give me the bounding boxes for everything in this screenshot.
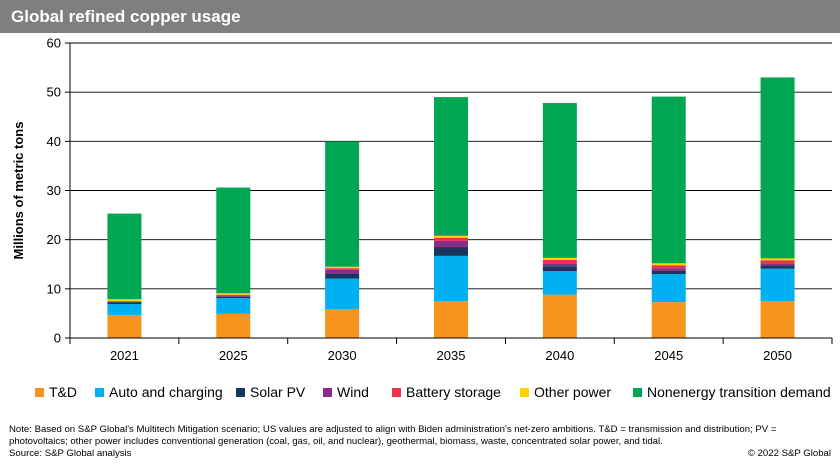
legend-label: Solar PV bbox=[250, 384, 306, 400]
legend-label: T&D bbox=[49, 384, 77, 400]
bar-segment bbox=[651, 265, 686, 269]
x-tick-label: 2030 bbox=[328, 348, 357, 363]
legend-item: Battery storage bbox=[392, 384, 501, 400]
bar-segment bbox=[434, 237, 468, 241]
y-axis-label: Millions of metric tons bbox=[11, 122, 26, 260]
bar-segment bbox=[651, 270, 686, 275]
legend-item: Wind bbox=[323, 384, 369, 400]
bar-segment bbox=[325, 308, 360, 338]
bar-segment bbox=[434, 301, 468, 338]
bar-segment bbox=[760, 263, 795, 266]
x-tick-label: 2050 bbox=[763, 348, 792, 363]
legend-label: Other power bbox=[534, 384, 612, 400]
bar-segment bbox=[542, 259, 577, 264]
x-tick-label: 2021 bbox=[110, 348, 139, 363]
legend-item: Auto and charging bbox=[95, 384, 223, 400]
y-tick-label: 0 bbox=[54, 331, 61, 346]
x-tick-label: 2040 bbox=[545, 348, 574, 363]
bar-segment bbox=[542, 263, 577, 267]
x-tick-label: 2045 bbox=[654, 348, 683, 363]
legend-item: Other power bbox=[520, 384, 611, 400]
legend-swatch bbox=[633, 387, 642, 397]
bar-segment bbox=[651, 268, 686, 271]
bar-segment bbox=[325, 266, 360, 269]
bar-segment bbox=[651, 302, 686, 338]
legend-item: Solar PV bbox=[236, 384, 305, 400]
x-tick-label: 2025 bbox=[219, 348, 248, 363]
bar-segment bbox=[216, 296, 251, 299]
bar-segment bbox=[542, 102, 577, 258]
legend-swatch bbox=[323, 387, 332, 397]
bar-segment bbox=[651, 274, 686, 303]
bars bbox=[107, 77, 795, 338]
bar-segment bbox=[216, 313, 251, 338]
bar-segment bbox=[434, 97, 468, 236]
y-tick-label: 10 bbox=[47, 281, 61, 296]
y-tick-label: 50 bbox=[47, 85, 61, 100]
legend-swatch bbox=[236, 387, 245, 397]
bar-segment bbox=[434, 247, 468, 256]
bar-segment bbox=[760, 265, 795, 269]
legend-item: Nonenergy transition demand bbox=[633, 384, 831, 400]
bar-segment bbox=[216, 293, 251, 295]
legend-label: Nonenergy transition demand bbox=[647, 384, 831, 400]
copyright: © 2022 S&P Global bbox=[747, 448, 831, 459]
bar-segment bbox=[107, 213, 142, 300]
y-tick-label: 30 bbox=[47, 183, 61, 198]
legend-swatch bbox=[35, 387, 44, 397]
legend-label: Battery storage bbox=[406, 384, 501, 400]
legend-item: T&D bbox=[35, 384, 77, 400]
y-tick-label: 60 bbox=[47, 36, 61, 51]
bar-segment bbox=[107, 299, 142, 302]
bar-segment bbox=[434, 255, 468, 302]
legend-swatch bbox=[95, 387, 104, 397]
bar-segment bbox=[325, 278, 360, 309]
bar-segment bbox=[760, 258, 795, 261]
y-tick-label: 20 bbox=[47, 232, 61, 247]
bar-segment bbox=[760, 268, 795, 302]
bar-segment bbox=[325, 141, 360, 267]
bar-segment bbox=[651, 96, 686, 264]
bar-segment bbox=[434, 240, 468, 248]
bar-segment bbox=[434, 235, 468, 238]
legend-label: Auto and charging bbox=[109, 384, 223, 400]
y-tick-label: 40 bbox=[47, 134, 61, 149]
bar-segment bbox=[107, 314, 142, 338]
bar-segment bbox=[325, 269, 360, 274]
source-note: Source: S&P Global analysis bbox=[9, 448, 132, 459]
bar-segment bbox=[760, 301, 795, 338]
bar-segment bbox=[325, 273, 360, 279]
bar-segment bbox=[760, 260, 795, 264]
legend-swatch bbox=[520, 387, 529, 397]
bar-segment bbox=[651, 263, 686, 266]
bar-segment bbox=[216, 187, 251, 294]
bar-segment bbox=[542, 266, 577, 272]
legend-swatch bbox=[392, 387, 401, 397]
bar-segment bbox=[107, 302, 142, 305]
bar-segment bbox=[216, 298, 251, 314]
x-tick-label: 2035 bbox=[437, 348, 466, 363]
legend-label: Wind bbox=[337, 384, 369, 400]
footnote: Note: Based on S&P Global's Multitech Mi… bbox=[9, 424, 777, 447]
legend: T&D Auto and charging Solar PV Wind Battery … bbox=[14, 384, 834, 406]
bar-segment bbox=[216, 295, 251, 297]
bar-segment bbox=[542, 271, 577, 295]
chart-title: Global refined copper usage bbox=[0, 0, 840, 33]
bar-segment bbox=[760, 77, 795, 259]
bar-segment bbox=[107, 304, 142, 315]
bar-segment bbox=[542, 294, 577, 338]
bar-segment bbox=[325, 268, 360, 270]
bar-segment bbox=[542, 257, 577, 260]
